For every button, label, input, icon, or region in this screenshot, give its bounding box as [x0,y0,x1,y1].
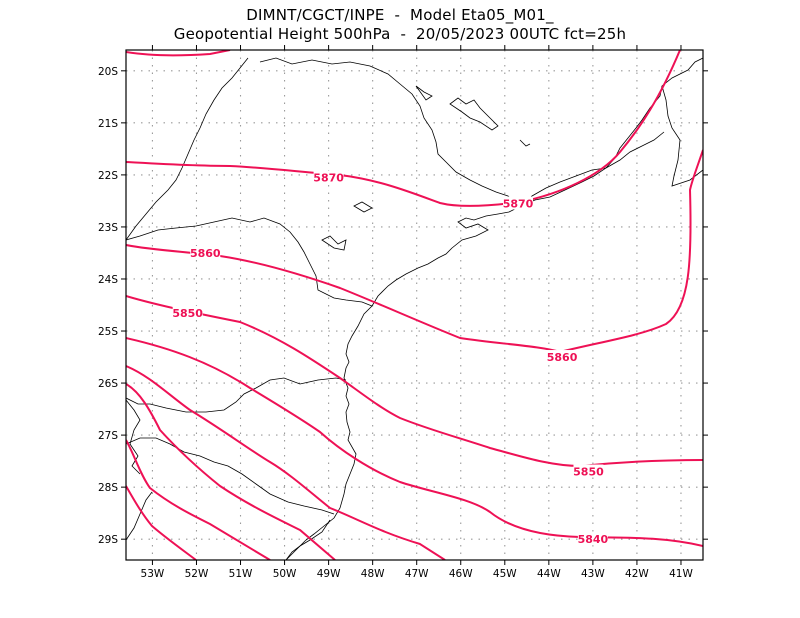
y-tick-label: 28S [98,482,118,494]
x-tick-label: 45W [493,568,517,580]
chart-title-line2: Geopotential Height 500hPa - 20/05/2023 … [173,25,627,43]
contour-label-bg [547,350,578,364]
coastline [285,57,703,560]
contour-label-bg [573,464,604,478]
state-border [605,131,665,169]
y-tick-label: 25S [98,326,118,338]
lake [449,97,499,131]
y-tick-label: 26S [98,378,118,390]
state-border [520,167,607,207]
contour-5845 [126,337,703,547]
lake [415,85,433,101]
contour-label: 5870 [313,172,344,185]
gridlines [126,50,703,560]
x-tick-label: 43W [581,568,605,580]
boundaries [126,57,703,560]
height-contours [126,50,703,560]
country-border [126,491,153,541]
plot-frame [125,49,704,561]
contour-label-bg [313,170,344,184]
contour-5880 [126,50,231,57]
contour-label-bg [503,196,534,210]
y-tick-label: 23S [98,222,118,234]
state-border [126,217,373,307]
state-border [126,57,249,241]
contour-5820 [126,439,271,560]
x-tick-label: 47W [405,568,429,580]
contour-label: 5860 [547,351,578,364]
y-tick-label: 21S [98,118,118,130]
x-tick-label: 53W [141,568,165,580]
contour-labels: 5870 5870 5860 5860 5850 5850 5840 [172,170,609,546]
country-border [126,399,141,475]
contour-label-bg [172,305,203,319]
state-border [259,57,522,207]
x-tick-label: 51W [229,568,253,580]
contour-label-bg [190,245,221,259]
x-tick-label: 52W [185,568,209,580]
contour-label: 5860 [190,247,221,260]
state-border [126,437,335,515]
x-tick-label: 41W [669,568,693,580]
contour-label: 5850 [172,307,203,320]
contour-5860-east [126,149,703,354]
contour-label-bg [577,532,608,546]
contour-5870 [126,50,681,207]
chart-title-line1: DIMNT/CGCT/INPE - Model Eta05_M01_ [246,6,554,24]
x-tick-label: 42W [625,568,649,580]
y-tick-label: 27S [98,430,118,442]
x-tick-label: 49W [317,568,341,580]
x-tick-label: 48W [361,568,385,580]
state-border [661,85,703,187]
axes: 53W 52W 51W 50W 49W 48W 47W 46W 45W 44W 43W 42W 41W 2… [98,45,708,580]
lagoon [285,519,331,560]
y-tick-label: 20S [98,66,118,78]
x-tick-label: 44W [537,568,561,580]
state-border [126,377,347,413]
contour-5850 [126,295,703,468]
y-tick-label: 22S [98,170,118,182]
contour-5810 [126,485,197,560]
contour-label: 5840 [578,533,609,546]
contour-label: 5850 [573,466,604,479]
lake [353,201,373,213]
lake [321,235,347,251]
contour-5830 [126,383,336,560]
y-tick-label: 24S [98,274,118,286]
x-tick-label: 50W [273,568,297,580]
x-tick-label: 46W [449,568,473,580]
y-tick-label: 29S [98,534,118,546]
contour-5840a [126,365,446,560]
lake [519,139,531,147]
contour-label: 5870 [503,198,534,211]
